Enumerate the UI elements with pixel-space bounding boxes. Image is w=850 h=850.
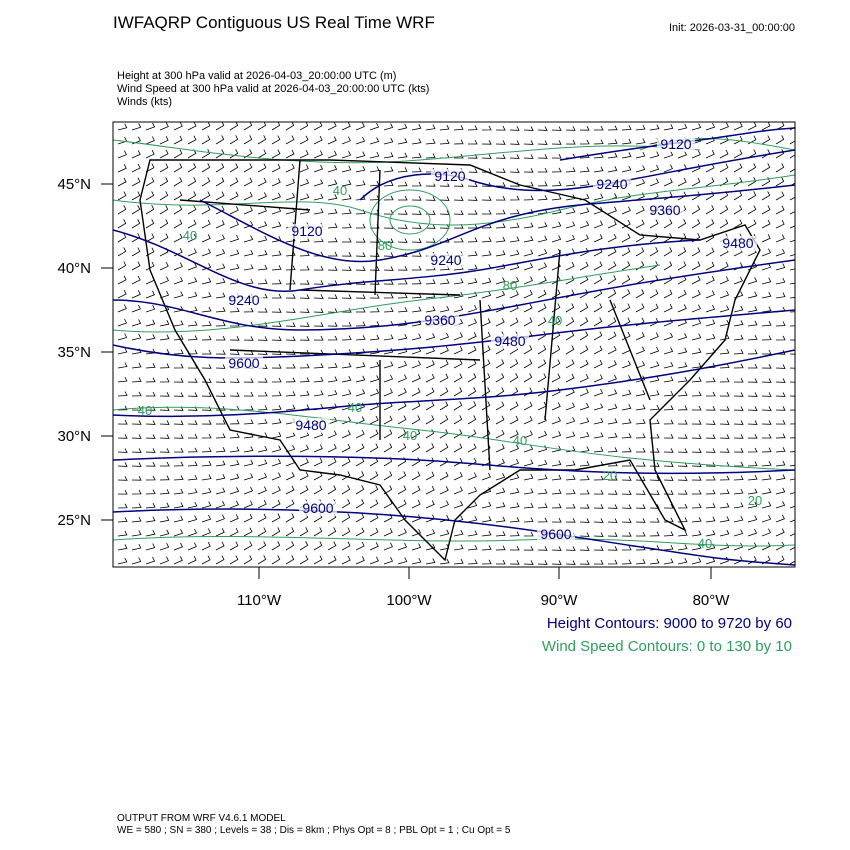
label-box	[292, 418, 330, 433]
field-line: Winds (kts)	[117, 96, 172, 108]
speed-label: 80	[503, 278, 517, 293]
field-line: Height at 300 hPa valid at 2026-04-03_20…	[117, 70, 396, 82]
speed-label: 80	[378, 238, 392, 253]
height-label: 9360	[649, 202, 680, 218]
map-body: 9120 9120 9240 9360 9480 9120 9240 9240 9360 9480…	[113, 122, 795, 566]
lat-label: 40°N	[57, 260, 91, 277]
map-frame	[112, 121, 796, 568]
height-label: 9360	[424, 312, 455, 328]
label-box	[421, 313, 459, 328]
label-box	[646, 203, 684, 218]
lon-label: 90°W	[541, 592, 579, 609]
height-label: 9600	[302, 500, 333, 516]
lat-label: 25°N	[57, 512, 91, 529]
height-label: 9240	[228, 292, 259, 308]
speed-label: 40	[138, 403, 152, 418]
lon-label: 110°W	[237, 592, 282, 609]
lon-label: 100°W	[386, 592, 432, 609]
speed-label: 40	[183, 228, 197, 243]
height-label: 9120	[291, 223, 322, 239]
height-label: 9480	[494, 333, 525, 349]
lat-label: 30°N	[57, 428, 91, 445]
speed-label: 40	[333, 183, 347, 198]
speed-label: 20	[603, 468, 617, 483]
label-box	[431, 169, 469, 184]
label-box	[288, 224, 326, 239]
label-box	[225, 293, 263, 308]
speed-label: 40	[348, 400, 362, 415]
height-label: 9480	[722, 235, 753, 251]
speed-label: 40	[698, 536, 712, 551]
lat-label: 45°N	[57, 176, 91, 193]
label-box	[593, 177, 631, 192]
height-label: 9600	[540, 526, 571, 542]
speed-label: 40	[548, 313, 562, 328]
contour-labels: 9120 9120 9240 9360 9480 9120 9240 9240 9360 9480…	[138, 136, 762, 551]
speed-label: 40	[403, 428, 417, 443]
label-box	[537, 527, 575, 542]
footer-line: WE = 580 ; SN = 380 ; Levels = 38 ; Dis …	[117, 825, 511, 836]
field-line: Wind Speed at 300 hPa valid at 2026-04-0…	[117, 83, 429, 95]
height-label: 9240	[596, 176, 627, 192]
lat-label: 35°N	[57, 344, 91, 361]
height-label: 9120	[434, 168, 465, 184]
height-contours	[113, 127, 795, 566]
speed-contours	[113, 138, 795, 547]
speed-label: 40	[513, 433, 527, 448]
speed-label: 20	[748, 493, 762, 508]
label-box	[225, 356, 263, 371]
init-time: Init: 2026-03-31_00:00:00	[669, 22, 795, 34]
lon-label: 80°W	[693, 592, 731, 609]
height-label: 9480	[295, 417, 326, 433]
label-box	[427, 253, 465, 268]
axis-ticks: 45°N 40°N 35°N 30°N 25°N 110°W 100°W 90°W 80°W	[57, 176, 730, 609]
label-box	[299, 501, 337, 516]
height-label: 9600	[228, 355, 259, 371]
label-box	[719, 236, 757, 251]
height-legend: Height Contours: 9000 to 9720 by 60	[547, 615, 792, 632]
title: IWFAQRP Contiguous US Real Time WRF	[113, 13, 435, 32]
height-label: 9120	[660, 136, 691, 152]
label-box	[657, 137, 695, 152]
height-label: 9240	[430, 252, 461, 268]
speed-legend: Wind Speed Contours: 0 to 130 by 10	[542, 638, 792, 655]
boundaries	[139, 159, 761, 562]
label-box	[491, 334, 529, 349]
footer-line: OUTPUT FROM WRF V4.6.1 MODEL	[117, 813, 286, 824]
